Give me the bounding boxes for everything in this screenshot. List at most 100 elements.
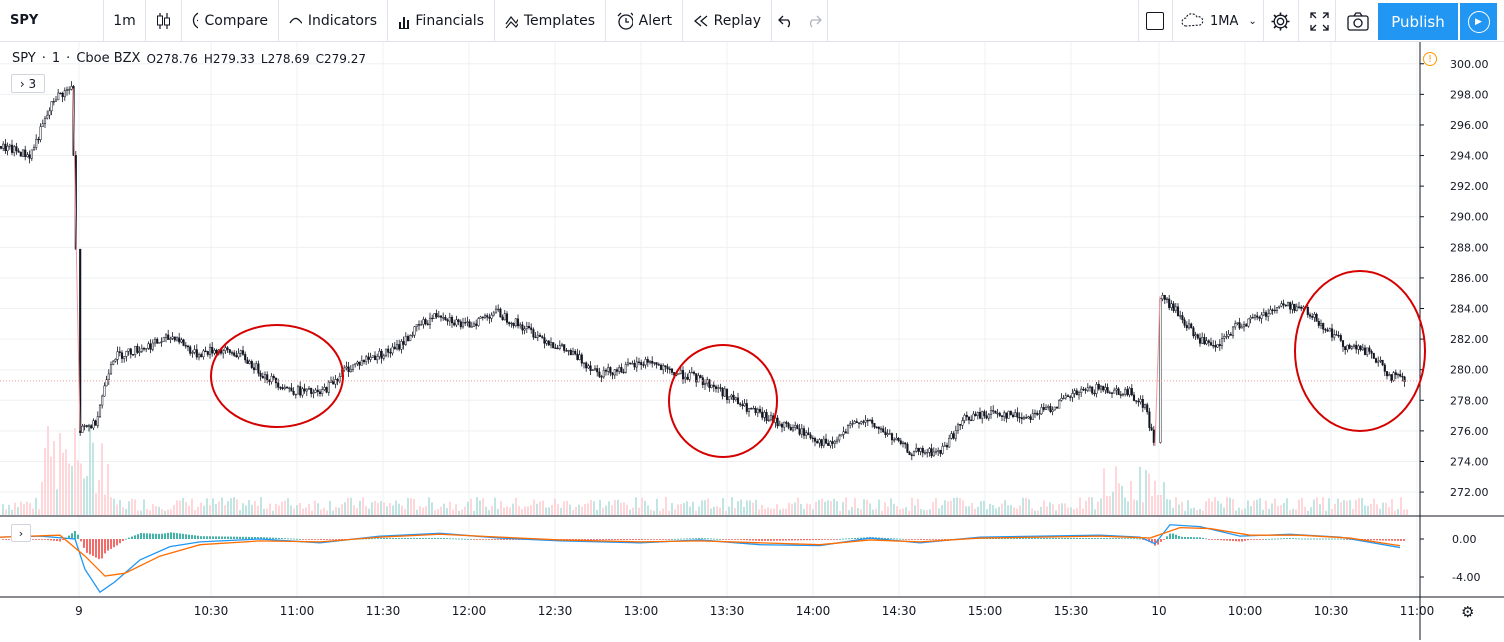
candle-body	[965, 414, 968, 418]
candle-body	[622, 371, 625, 374]
volume-bar	[518, 506, 520, 515]
histogram-bar	[329, 539, 331, 540]
candle-body	[653, 362, 656, 364]
volume-bar	[1211, 501, 1213, 515]
volume-bar	[116, 504, 118, 515]
indicator-template-button[interactable]: 1MA ⌄	[1180, 11, 1257, 31]
volume-bar	[1379, 508, 1381, 515]
volume-bar	[1313, 499, 1315, 515]
candle-body	[323, 387, 326, 390]
volume-bar	[230, 498, 232, 515]
volume-bar	[935, 498, 937, 515]
redo-button[interactable]	[800, 0, 828, 42]
volume-bar	[422, 507, 424, 515]
volume-bar	[914, 505, 916, 515]
histogram-bar	[944, 539, 946, 540]
candle-body	[974, 413, 977, 416]
layout-square-icon[interactable]	[1146, 12, 1164, 30]
volume-bar	[1103, 468, 1105, 515]
candle-body	[640, 362, 643, 365]
candle-body	[904, 442, 907, 445]
volume-bar	[1223, 507, 1225, 515]
histogram-bar	[932, 539, 934, 540]
volume-bar	[26, 501, 28, 515]
candle-body	[681, 370, 685, 380]
candle-body	[424, 319, 427, 325]
candle-body	[1295, 306, 1298, 311]
histogram-bar	[890, 538, 892, 540]
macd-histogram	[2, 531, 1405, 560]
candle-body	[765, 412, 768, 421]
interval-button[interactable]: 1m	[104, 0, 146, 42]
histogram-bar	[800, 539, 802, 541]
histogram-bar	[653, 539, 655, 540]
histogram-bar	[323, 539, 325, 540]
chart-type-button[interactable]	[146, 0, 182, 42]
symbol-search[interactable]: SPY	[0, 0, 104, 42]
candle-body	[888, 433, 891, 435]
volume-bar	[1289, 510, 1291, 515]
candle-body	[360, 360, 363, 366]
candle-body	[1121, 393, 1125, 396]
volume-bar	[371, 502, 373, 515]
legend-open: O278.76	[146, 51, 198, 66]
volume-bar	[1376, 504, 1378, 515]
histogram-bar	[431, 538, 433, 539]
candle-body	[794, 425, 797, 428]
volume-bar	[50, 456, 52, 515]
candle-body	[475, 323, 478, 326]
volume-bar	[377, 502, 379, 515]
histogram-bar	[677, 538, 679, 540]
candle-body	[68, 89, 71, 91]
play-button[interactable]: ▶	[1460, 3, 1497, 40]
candle-body	[439, 315, 443, 318]
candle-body	[651, 361, 654, 364]
histogram-bar	[305, 539, 307, 540]
candle-body	[508, 322, 511, 325]
candle-body	[442, 317, 445, 319]
volume-bar	[1079, 497, 1081, 515]
volume-bar	[326, 510, 328, 515]
axis-settings-icon[interactable]: ⚙	[1461, 603, 1475, 621]
replay-button[interactable]: Replay	[683, 0, 772, 42]
histogram-bar	[1220, 539, 1222, 541]
volume-bar	[680, 504, 682, 515]
candle-body	[629, 362, 632, 364]
compare-button[interactable]: Compare	[182, 0, 279, 42]
indicators-button[interactable]: Indicators	[279, 0, 388, 42]
candle-body	[37, 138, 40, 141]
volume-bar	[1157, 495, 1159, 515]
legend-collapse-button[interactable]: › 3	[11, 74, 45, 93]
warning-icon[interactable]: !	[1423, 52, 1437, 66]
snapshot-button[interactable]	[1347, 12, 1369, 35]
templates-button[interactable]: Templates	[495, 0, 606, 42]
undo-button[interactable]	[772, 0, 800, 42]
toolbar-divider	[1263, 0, 1264, 42]
candle-body	[545, 340, 548, 344]
financials-button[interactable]: Financials	[388, 0, 495, 42]
volume-bar	[1037, 510, 1039, 515]
fullscreen-button[interactable]	[1310, 12, 1329, 35]
volume-bar	[818, 499, 820, 515]
candle-body	[512, 322, 515, 327]
volume-bar	[1283, 502, 1285, 515]
candle-body	[596, 368, 599, 373]
candle-body	[501, 316, 504, 321]
price-chart[interactable]: 300.00298.00296.00294.00292.00290.00288.…	[0, 42, 1504, 642]
alert-button[interactable]: Alert	[606, 0, 683, 42]
histogram-bar	[1196, 537, 1198, 539]
candle-body	[263, 374, 267, 379]
publish-button[interactable]: Publish	[1378, 3, 1458, 40]
indicator-legend-button[interactable]: ›	[11, 524, 31, 542]
volume-bar	[398, 503, 400, 515]
volume-bar	[1361, 497, 1363, 515]
annotation-ellipse	[1294, 270, 1426, 432]
settings-button[interactable]	[1270, 11, 1291, 36]
candle-body	[602, 369, 605, 378]
volume-bar	[1334, 503, 1336, 515]
candle-body	[725, 388, 729, 400]
candle-body	[897, 437, 900, 442]
volume-bar	[527, 506, 529, 515]
histogram-bar	[422, 538, 424, 539]
volume-bar	[209, 505, 211, 515]
